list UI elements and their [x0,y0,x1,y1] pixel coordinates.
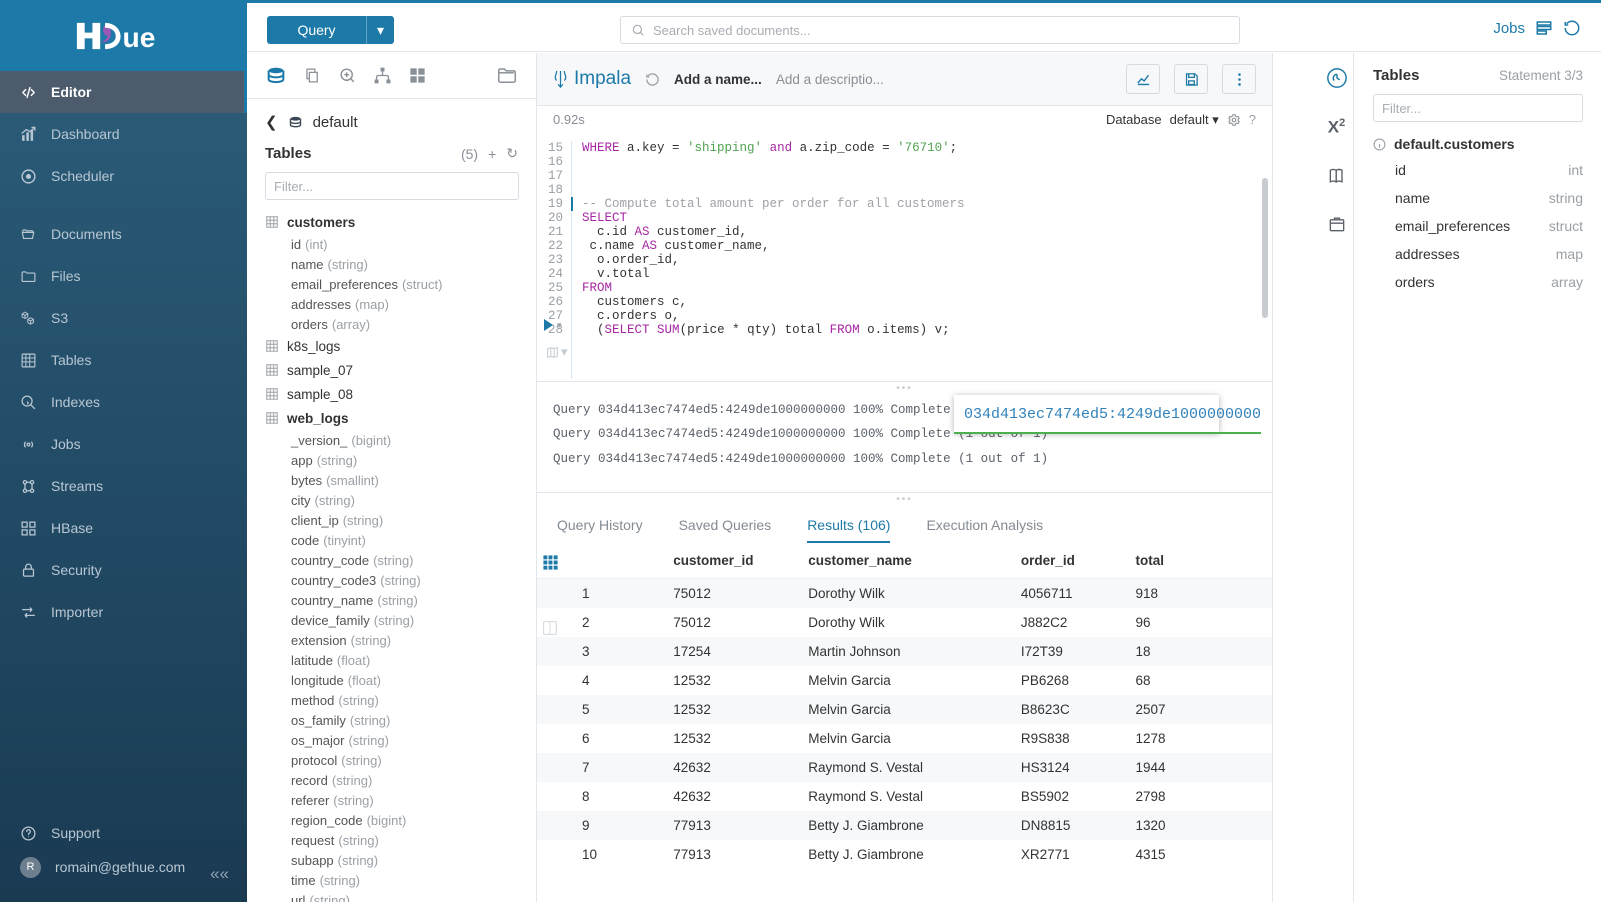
svg-text:ue: ue [122,21,155,53]
